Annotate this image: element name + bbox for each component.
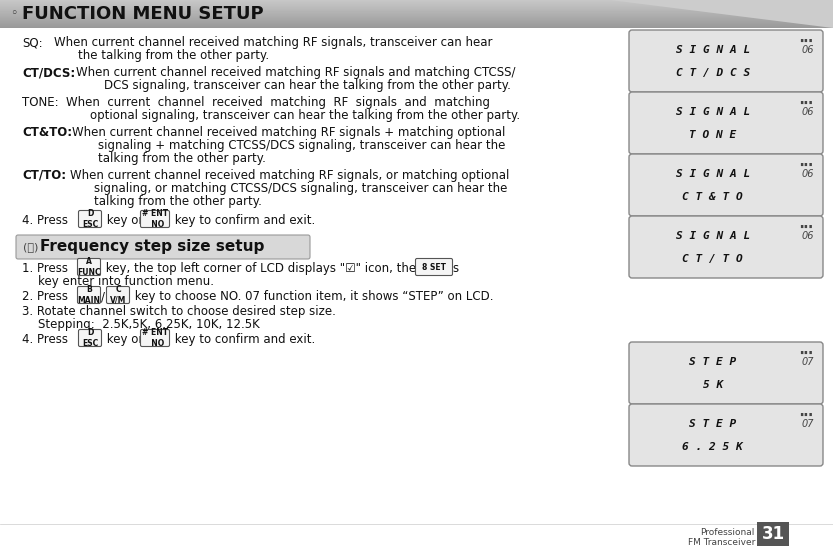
Text: SQ:: SQ: [22,36,42,49]
Text: Stepping:  2.5K,5K, 6.25K, 10K, 12.5K: Stepping: 2.5K,5K, 6.25K, 10K, 12.5K [38,318,260,331]
Text: CT&TO:: CT&TO: [22,126,72,139]
Text: S I G N A L: S I G N A L [676,107,750,117]
FancyBboxPatch shape [629,342,823,404]
Text: 4. Press: 4. Press [22,333,72,346]
Text: ▖▖▖: ▖▖▖ [800,161,814,166]
Text: key enter into function menu.: key enter into function menu. [38,275,214,288]
Text: A
FUNC: A FUNC [77,258,101,277]
Text: C
V/M: C V/M [110,286,126,305]
FancyBboxPatch shape [78,210,102,227]
FancyBboxPatch shape [16,235,310,259]
Text: 5 K: 5 K [703,380,723,390]
Text: When current channel received matching RF signals, or matching optional: When current channel received matching R… [70,169,509,182]
Text: signaling + matching CTCSS/DCS signaling, transceiver can hear the: signaling + matching CTCSS/DCS signaling… [98,139,506,152]
FancyBboxPatch shape [77,259,101,276]
Text: key, the top left corner of LCD displays "☑" icon, then press: key, the top left corner of LCD displays… [102,262,459,275]
Text: 07: 07 [801,419,814,429]
Text: (⦿): (⦿) [23,242,38,252]
FancyBboxPatch shape [629,216,823,278]
Text: key to confirm and exit.: key to confirm and exit. [171,214,315,227]
Text: 1. Press: 1. Press [22,262,72,275]
FancyBboxPatch shape [141,210,169,227]
Text: 3. Rotate channel switch to choose desired step size.: 3. Rotate channel switch to choose desir… [22,305,336,318]
Text: 06: 06 [801,107,814,117]
Text: # ENT
  NO: # ENT NO [142,328,168,347]
Text: S T E P: S T E P [689,357,736,367]
FancyBboxPatch shape [629,154,823,216]
Text: ▖▖▖: ▖▖▖ [800,99,814,104]
FancyBboxPatch shape [78,329,102,346]
Text: T O N E: T O N E [689,130,736,140]
Text: /: / [101,290,105,303]
FancyBboxPatch shape [107,287,129,304]
Text: DCS signaling, transceiver can hear the talking from the other party.: DCS signaling, transceiver can hear the … [104,79,511,92]
Text: optional signaling, transceiver can hear the talking from the other party.: optional signaling, transceiver can hear… [90,109,520,122]
Text: D
ESC: D ESC [82,328,98,347]
Text: ◦: ◦ [10,8,17,20]
Text: 07: 07 [801,357,814,367]
Text: key to choose NO. 07 function item, it shows “STEP” on LCD.: key to choose NO. 07 function item, it s… [131,290,493,303]
Text: 4. Press: 4. Press [22,214,72,227]
Text: FM Transceiver: FM Transceiver [687,538,755,547]
Text: S I G N A L: S I G N A L [676,231,750,241]
FancyBboxPatch shape [629,92,823,154]
Text: the talking from the other party.: the talking from the other party. [78,49,269,62]
FancyBboxPatch shape [416,259,452,276]
Text: 06: 06 [801,169,814,179]
Text: When current channel received matching RF signals and matching CTCSS/: When current channel received matching R… [76,66,516,79]
Text: S T E P: S T E P [689,419,736,429]
Text: Frequency step size setup: Frequency step size setup [40,239,264,254]
Text: 31: 31 [761,525,785,543]
Text: 6 . 2 5 K: 6 . 2 5 K [682,442,743,452]
Text: ▖▖▖: ▖▖▖ [800,223,814,228]
Text: When  current  channel  received  matching  RF  signals  and  matching: When current channel received matching R… [66,96,490,109]
Polygon shape [610,0,833,28]
Text: Professional: Professional [701,528,755,537]
Text: talking from the other party.: talking from the other party. [94,195,262,208]
Text: C T & T O: C T & T O [682,192,743,202]
Text: key to confirm and exit.: key to confirm and exit. [171,333,315,346]
Text: 2. Press: 2. Press [22,290,72,303]
Text: 06: 06 [801,45,814,55]
FancyBboxPatch shape [141,329,169,346]
Text: B
MAIN: B MAIN [77,286,101,305]
Text: When current channel received matching RF signals, transceiver can hear: When current channel received matching R… [54,36,492,49]
Text: We only do best radio!: We only do best radio! [703,31,821,41]
Text: 8 SET: 8 SET [422,262,446,271]
Text: FUNCTION MENU SETUP: FUNCTION MENU SETUP [22,5,263,23]
Text: C T / T O: C T / T O [682,254,743,264]
Text: TONE:: TONE: [22,96,58,109]
Text: ▖▖▖: ▖▖▖ [800,411,814,416]
Text: signaling, or matching CTCSS/DCS signaling, transceiver can hear the: signaling, or matching CTCSS/DCS signali… [94,182,507,195]
Text: 06: 06 [801,231,814,241]
FancyBboxPatch shape [757,522,789,546]
Text: talking from the other party.: talking from the other party. [98,152,266,165]
Text: When current channel received matching RF signals + matching optional: When current channel received matching R… [72,126,506,139]
Text: CT/DCS:: CT/DCS: [22,66,75,79]
Text: ▖▖▖: ▖▖▖ [800,349,814,354]
Text: S I G N A L: S I G N A L [676,169,750,179]
FancyBboxPatch shape [629,30,823,92]
Text: D
ESC: D ESC [82,209,98,229]
Text: # ENT
  NO: # ENT NO [142,209,168,229]
Text: C T / D C S: C T / D C S [676,68,750,78]
Text: key or: key or [103,333,147,346]
Text: S I G N A L: S I G N A L [676,45,750,55]
FancyBboxPatch shape [77,287,101,304]
Text: CT/TO:: CT/TO: [22,169,66,182]
Text: key or: key or [103,214,147,227]
Text: ▖▖▖: ▖▖▖ [800,37,814,42]
FancyBboxPatch shape [629,404,823,466]
